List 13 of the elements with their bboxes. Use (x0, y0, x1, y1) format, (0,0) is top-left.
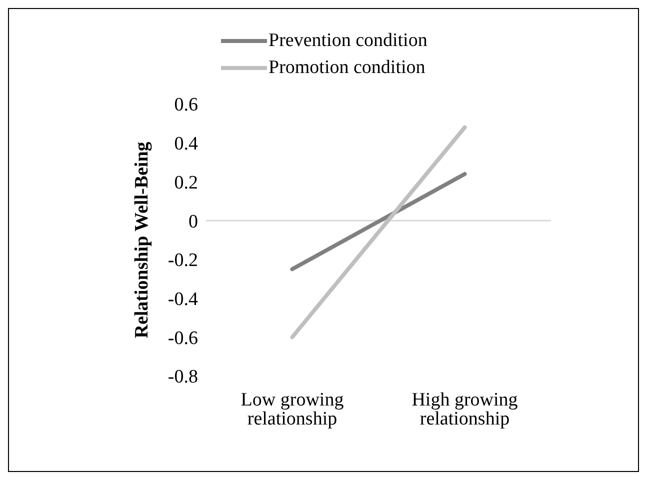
y-tick-label: -0.4 (168, 289, 198, 310)
x-tick-label: High growing relationship (412, 389, 518, 430)
y-tick-label: -0.2 (168, 250, 198, 272)
x-tick-label: Low growing relationship (240, 389, 344, 430)
y-tick-label: -0.6 (168, 328, 198, 349)
y-axis-title: Relationship Well-Being (132, 141, 153, 338)
y-tick-label: 0.2 (174, 172, 198, 194)
legend-label: Promotion condition (268, 56, 426, 80)
y-tick-label: 0.4 (174, 134, 198, 155)
legend-label: Prevention condition (268, 29, 428, 53)
y-tick-label: -0.8 (168, 366, 198, 388)
y-tick-label: 0.6 (174, 94, 198, 116)
y-tick-label: 0 (188, 211, 198, 232)
